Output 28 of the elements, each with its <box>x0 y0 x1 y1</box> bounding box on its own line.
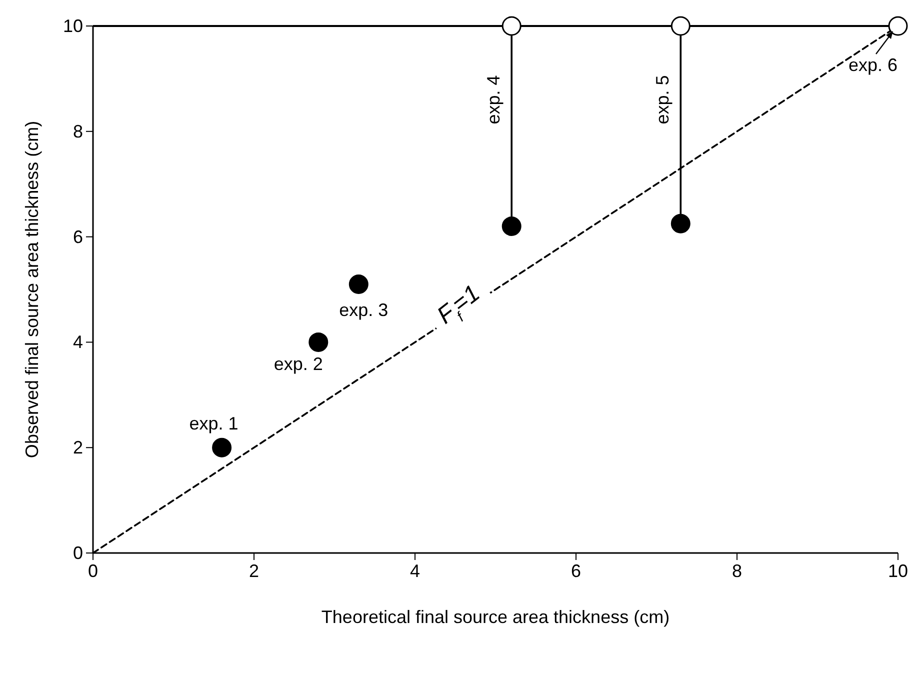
point <box>308 332 328 352</box>
annotation: exp. 4 <box>484 75 504 124</box>
point <box>670 16 690 36</box>
y-tick-label: 0 <box>72 543 83 563</box>
y-tick-label: 8 <box>72 121 83 142</box>
x-tick-label: 4 <box>410 561 420 581</box>
y-tick-label: 4 <box>72 332 83 352</box>
x-tick-label: 10 <box>888 561 908 581</box>
y-tick-label: 10 <box>62 16 83 36</box>
y-tick-label: 6 <box>72 226 83 247</box>
x-tick-label: 0 <box>88 561 98 581</box>
x-tick-label: 8 <box>732 561 742 581</box>
x-tick-label: 2 <box>248 561 260 581</box>
point <box>888 16 908 36</box>
y-tick-label: 2 <box>72 438 83 458</box>
x-tick-label: 6 <box>570 561 582 581</box>
x-axis-title: Theoretical final source area thickness (cm) <box>321 607 670 627</box>
annotation: exp. 5 <box>652 75 673 124</box>
annotation: exp. 6 <box>848 55 898 75</box>
annotation: exp. 1 <box>189 414 238 434</box>
point <box>348 274 368 294</box>
point <box>502 16 522 36</box>
point <box>212 438 232 458</box>
point <box>670 214 690 234</box>
annotation: exp. 2 <box>274 354 323 374</box>
annotation: exp. 3 <box>339 300 388 320</box>
point <box>502 216 522 236</box>
y-axis-title: Observed final source area thickness (cm) <box>22 120 42 458</box>
